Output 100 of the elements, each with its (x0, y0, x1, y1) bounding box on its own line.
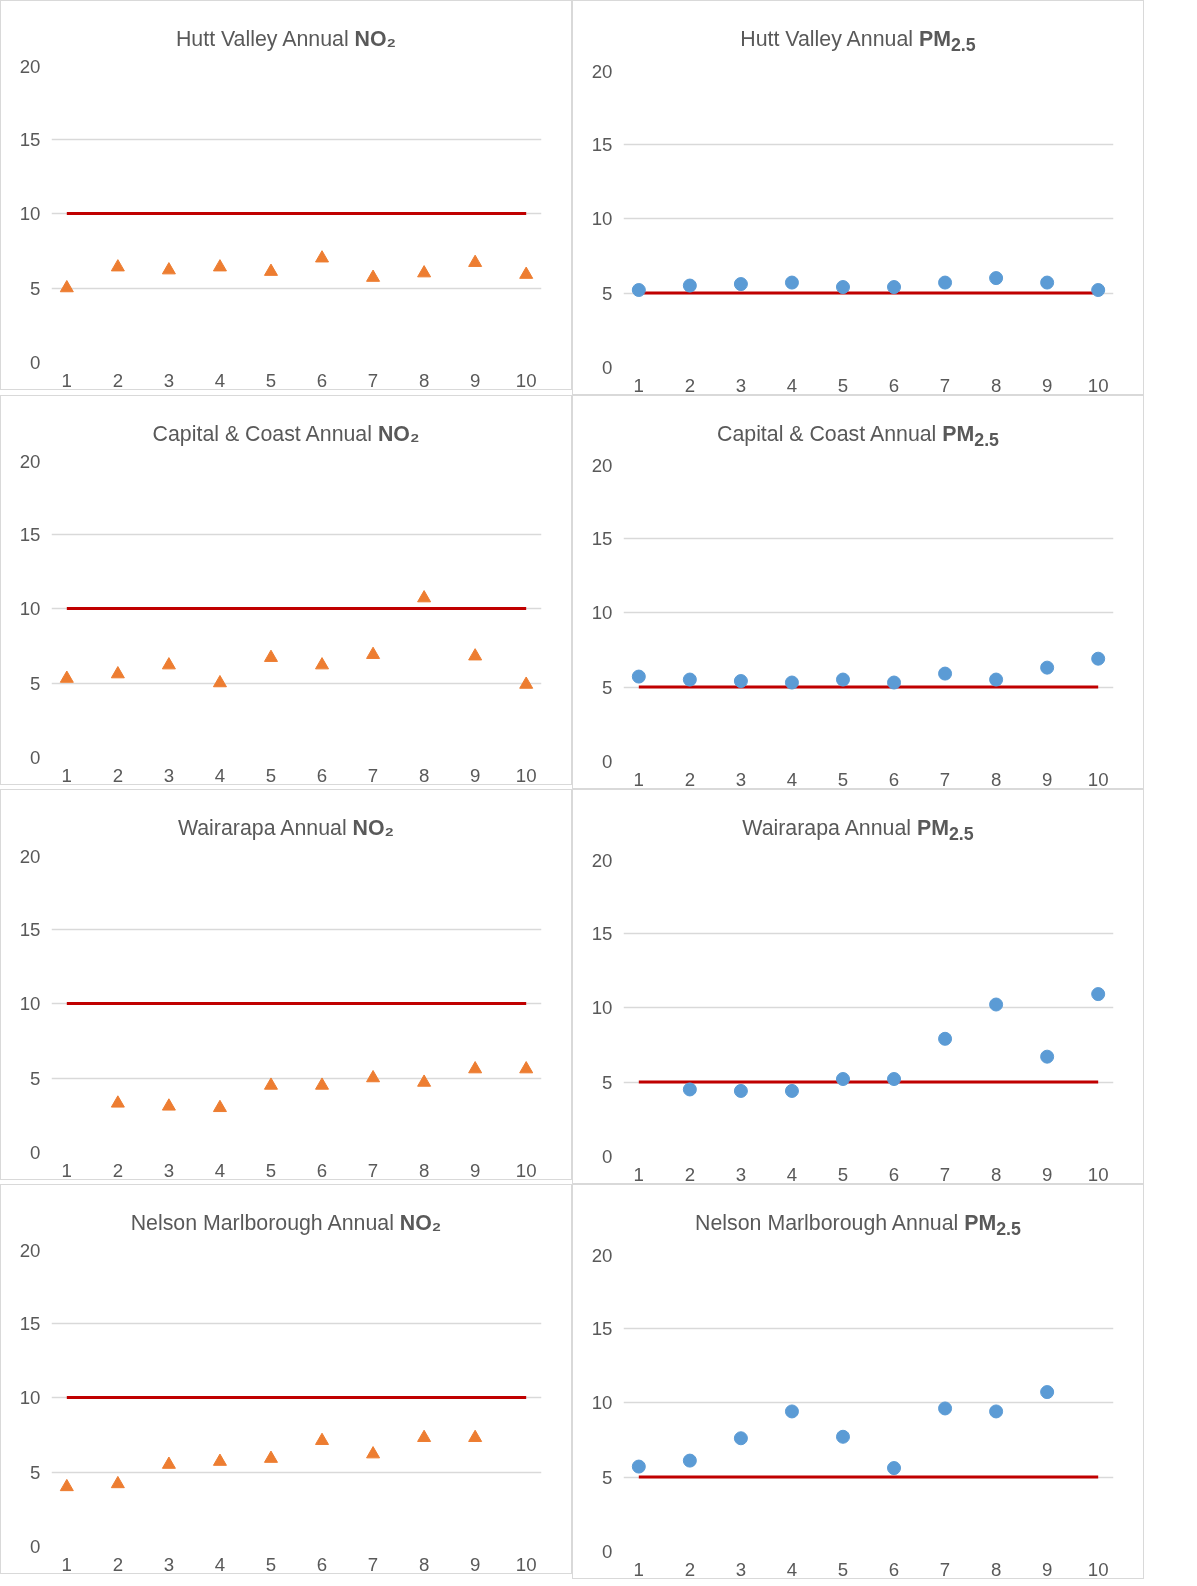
x-tick-label: 1 (633, 1558, 645, 1580)
x-tick-label: 9 (469, 1553, 481, 1575)
x-tick-label: 3 (163, 1553, 175, 1575)
x-tick-label: 2 (112, 369, 124, 391)
y-tick-label: 0 (30, 747, 41, 769)
y-tick-label: 20 (591, 60, 613, 82)
y-tick-label: 20 (19, 1239, 41, 1261)
chart-title: Nelson Marlborough Annual NO₂ (130, 1209, 442, 1237)
y-tick-label: 5 (30, 1067, 41, 1089)
x-tick-label: 3 (735, 768, 747, 790)
x-tick-label: 1 (633, 374, 645, 396)
x-tick-label: 5 (837, 768, 849, 790)
x-tick-label: 7 (939, 374, 951, 396)
y-tick-label: 20 (591, 1244, 613, 1266)
x-tick-label: 1 (633, 1163, 645, 1185)
y-tick-label: 5 (30, 1461, 41, 1483)
x-tick-label: 9 (1041, 374, 1053, 396)
y-tick-label: 20 (591, 849, 613, 871)
y-tick-label: 0 (30, 1141, 41, 1163)
x-tick-label: 4 (786, 768, 798, 790)
x-tick-label: 1 (61, 369, 73, 391)
y-tick-label: 10 (19, 1387, 41, 1409)
x-tick-label: 2 (684, 1163, 696, 1185)
x-tick-label: 10 (1087, 768, 1109, 790)
x-tick-label: 3 (735, 1163, 747, 1185)
chart-title: Nelson Marlborough Annual PM$_{2.5}$ (695, 1209, 1021, 1242)
y-tick-label: 10 (19, 203, 41, 225)
y-tick-label: 0 (602, 1540, 613, 1562)
x-tick-label: 5 (837, 1163, 849, 1185)
y-tick-label: 15 (591, 1317, 613, 1339)
y-tick-label: 20 (19, 450, 41, 472)
x-tick-label: 10 (515, 1159, 537, 1181)
y-tick-label: 20 (19, 55, 41, 77)
x-tick-label: 9 (469, 369, 481, 391)
x-tick-label: 1 (61, 764, 73, 786)
y-tick-label: 5 (602, 1466, 613, 1488)
x-tick-label: 8 (990, 1163, 1002, 1185)
x-tick-label: 4 (786, 1558, 798, 1580)
y-tick-label: 15 (591, 527, 613, 549)
x-tick-label: 4 (214, 764, 226, 786)
x-tick-label: 9 (1041, 1558, 1053, 1580)
chart-title: Wairarapa Annual NO₂ (177, 815, 395, 843)
x-tick-label: 2 (684, 1558, 696, 1580)
x-tick-label: 9 (469, 1159, 481, 1181)
y-tick-label: 0 (602, 751, 613, 773)
x-tick-label: 5 (265, 1553, 277, 1575)
x-tick-label: 3 (163, 1159, 175, 1181)
x-tick-label: 10 (515, 1553, 537, 1575)
x-tick-label: 1 (61, 1553, 73, 1575)
chart-title: Hutt Valley Annual PM$_{2.5}$ (740, 26, 976, 58)
x-tick-label: 1 (61, 1159, 73, 1181)
x-tick-label: 8 (990, 374, 1002, 396)
x-tick-label: 8 (418, 369, 430, 391)
x-tick-label: 7 (367, 369, 379, 391)
y-tick-label: 5 (602, 1071, 613, 1093)
y-tick-label: 0 (30, 352, 41, 374)
x-tick-label: 9 (469, 764, 481, 786)
x-tick-label: 6 (316, 369, 328, 391)
x-tick-label: 7 (939, 1163, 951, 1185)
y-tick-label: 0 (602, 1145, 613, 1167)
y-tick-label: 0 (602, 356, 613, 378)
y-tick-label: 10 (591, 207, 613, 229)
x-tick-label: 2 (684, 768, 696, 790)
x-tick-label: 4 (786, 1163, 798, 1185)
x-tick-label: 1 (633, 768, 645, 790)
x-tick-label: 10 (515, 369, 537, 391)
x-tick-label: 6 (888, 374, 900, 396)
x-tick-label: 9 (1041, 1163, 1053, 1185)
y-tick-label: 15 (591, 922, 613, 944)
y-tick-label: 15 (19, 1312, 41, 1334)
x-tick-label: 6 (316, 764, 328, 786)
x-tick-label: 7 (939, 1558, 951, 1580)
y-tick-label: 15 (19, 128, 41, 150)
x-tick-label: 8 (418, 1159, 430, 1181)
x-tick-label: 3 (163, 764, 175, 786)
x-tick-label: 3 (163, 369, 175, 391)
x-tick-label: 5 (265, 764, 277, 786)
x-tick-label: 3 (735, 374, 747, 396)
y-tick-label: 15 (19, 523, 41, 545)
y-tick-label: 5 (602, 282, 613, 304)
x-tick-label: 4 (786, 374, 798, 396)
x-tick-label: 7 (367, 1553, 379, 1575)
x-tick-label: 5 (265, 369, 277, 391)
x-tick-label: 8 (990, 1558, 1002, 1580)
chart-title: Capital & Coast Annual PM$_{2.5}$ (717, 420, 999, 452)
x-tick-label: 7 (367, 1159, 379, 1181)
y-tick-label: 10 (591, 996, 613, 1018)
chart-title: Wairarapa Annual PM$_{2.5}$ (742, 815, 974, 847)
x-tick-label: 2 (112, 1553, 124, 1575)
x-tick-label: 5 (837, 1558, 849, 1580)
x-tick-label: 4 (214, 369, 226, 391)
y-tick-label: 5 (602, 676, 613, 698)
x-tick-label: 6 (316, 1159, 328, 1181)
x-tick-label: 8 (418, 1553, 430, 1575)
x-tick-label: 5 (837, 374, 849, 396)
y-tick-label: 10 (19, 992, 41, 1014)
y-tick-label: 20 (19, 845, 41, 867)
chart-title: Hutt Valley Annual NO₂ (175, 26, 397, 53)
y-tick-label: 5 (30, 277, 41, 299)
x-tick-label: 10 (1087, 1558, 1109, 1580)
